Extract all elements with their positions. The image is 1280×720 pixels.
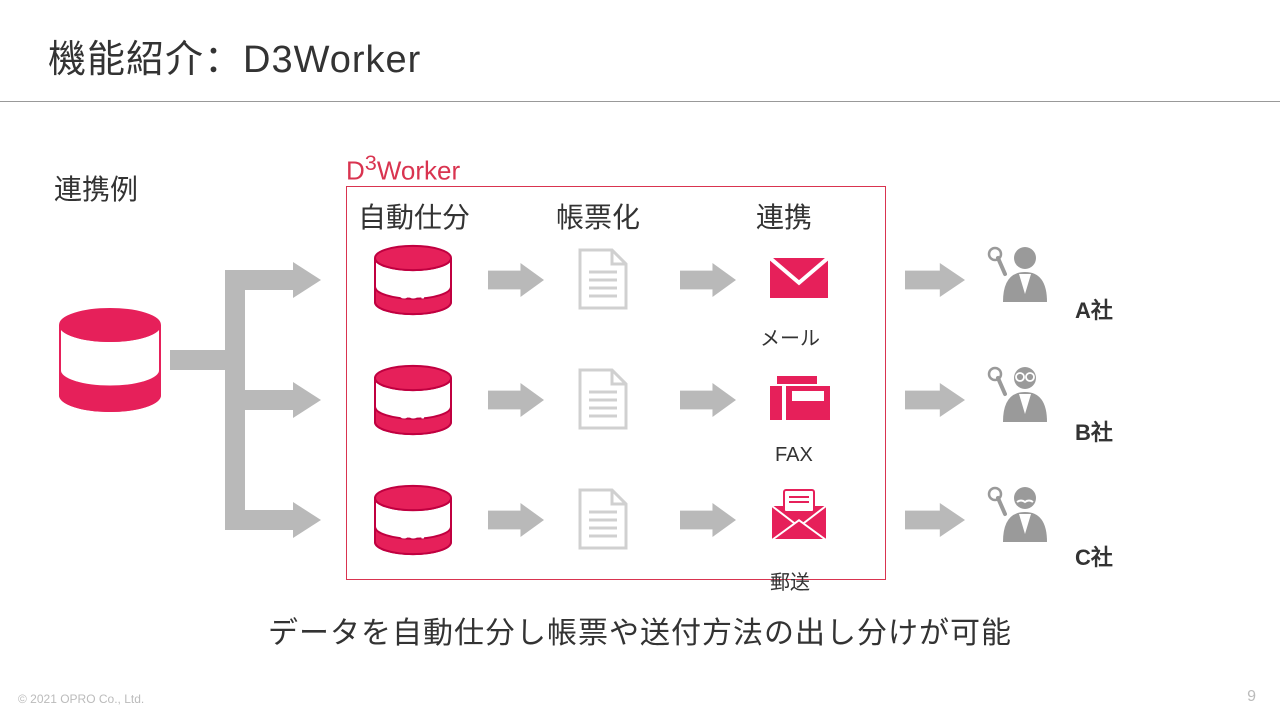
channel-label: メール (760, 322, 820, 351)
destination-label: C社 (1075, 540, 1113, 572)
copyright: © 2021 OPRO Co., Ltd. (18, 692, 144, 706)
diagram-svg: CSV CSV CSV (0, 130, 1280, 610)
page-number: 9 (1247, 688, 1256, 706)
slide-title: 機能紹介：D3Worker (0, 0, 1280, 101)
svg-text:CSV: CSV (399, 285, 428, 301)
svg-text:CSV: CSV (399, 405, 428, 421)
destination-label: A社 (1075, 293, 1113, 325)
title-rule (0, 101, 1280, 102)
caption: データを自動仕分し帳票や送付方法の出し分けが可能 (0, 608, 1280, 652)
channel-label: FAX (775, 444, 813, 467)
svg-text:CSV: CSV (399, 525, 428, 541)
channel-label: 郵送 (770, 566, 810, 595)
destination-label: B社 (1075, 415, 1113, 447)
